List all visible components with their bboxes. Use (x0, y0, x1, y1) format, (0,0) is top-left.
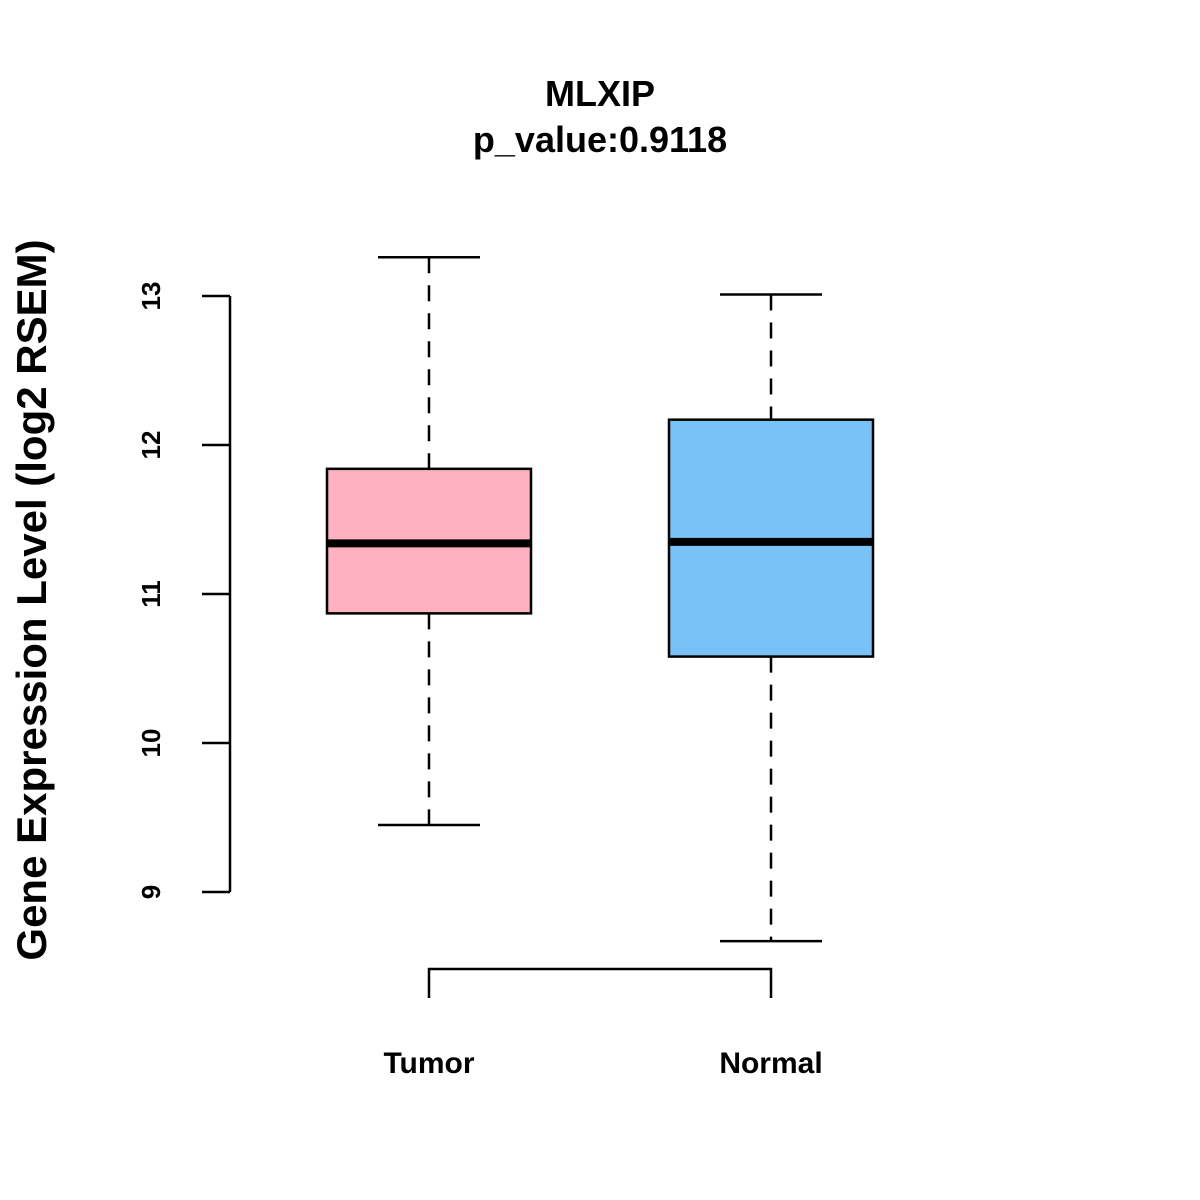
x-label-normal: Normal (719, 1047, 822, 1080)
y-tick-label-10: 10 (136, 729, 166, 758)
comparison-bracket (427, 967, 773, 998)
chart-subtitle: p_value:0.9118 (473, 119, 727, 160)
y-axis-label: Gene Expression Level (log2 RSEM) (8, 239, 55, 960)
y-tick-label-9: 9 (136, 885, 166, 899)
box-normal (667, 293, 875, 943)
comparison-bracket-group (427, 967, 773, 998)
y-tick-label-12: 12 (136, 431, 166, 460)
box-tumor (325, 256, 533, 827)
y-tick-label-13: 13 (136, 282, 166, 311)
boxes-group (325, 256, 875, 943)
x-label-tumor: Tumor (383, 1047, 474, 1080)
chart-title: MLXIP (545, 73, 655, 114)
x-tick-labels: Tumor Normal (383, 1047, 822, 1080)
y-tick-label-11: 11 (136, 580, 166, 608)
y-axis: 9 10 11 12 13 (136, 282, 232, 899)
